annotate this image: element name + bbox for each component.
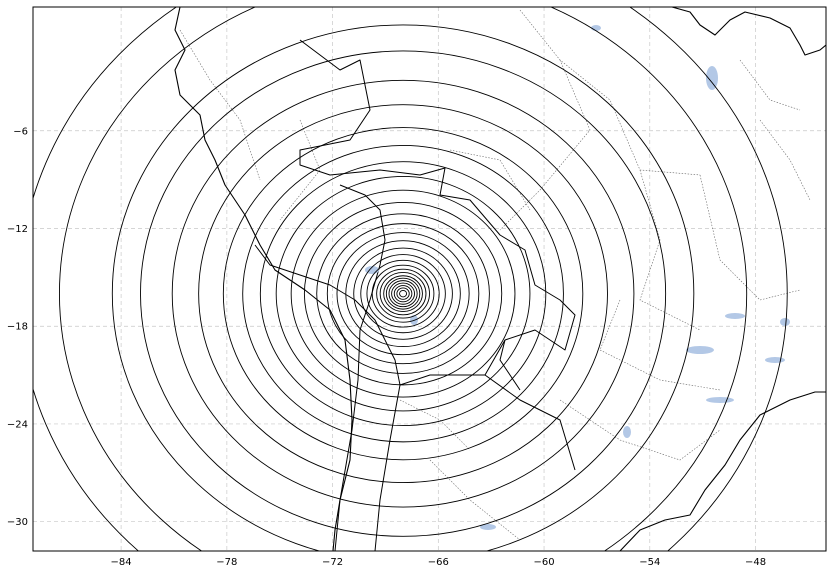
range-ring — [290, 189, 516, 398]
lat-tick-label: −24 — [7, 419, 28, 430]
range-ring — [376, 268, 430, 319]
lon-tick-label: −66 — [428, 557, 449, 568]
axis-ticks: −84 −78 −72 −66 −60 −54 −48 −6 −12 −18 −24 −30 — [7, 126, 766, 568]
lat-tick-label: −18 — [7, 322, 28, 333]
range-ring — [59, 7, 748, 551]
range-ring — [275, 175, 531, 412]
concentric-circles — [33, 7, 788, 551]
lat-tick-label: −6 — [13, 126, 28, 137]
range-ring — [242, 144, 564, 443]
range-ring — [399, 289, 408, 298]
range-ring — [259, 161, 547, 427]
range-ring — [303, 201, 503, 386]
graticule — [33, 7, 826, 551]
range-ring — [222, 127, 584, 461]
map-frame — [32, 6, 827, 552]
range-ring — [371, 264, 435, 323]
range-ring — [326, 223, 480, 365]
range-ring — [388, 280, 418, 308]
national-borders — [254, 39, 576, 551]
lakes — [365, 25, 790, 530]
range-ring — [345, 240, 461, 348]
range-ring — [391, 282, 415, 305]
range-ring — [140, 50, 667, 537]
lon-tick-label: −84 — [111, 557, 132, 568]
range-ring — [336, 232, 470, 356]
admin-boundaries — [179, 9, 811, 541]
lat-tick-label: −12 — [7, 224, 28, 235]
range-ring — [360, 254, 446, 334]
range-ring — [171, 79, 635, 508]
range-ring — [383, 275, 423, 313]
lon-tick-label: −78 — [216, 557, 237, 568]
range-ring — [379, 272, 427, 316]
range-ring — [353, 247, 453, 340]
lon-tick-label: −54 — [639, 557, 660, 568]
range-ring — [396, 287, 410, 300]
range-ring — [366, 259, 440, 328]
range-ring — [316, 213, 490, 374]
lon-tick-label: −60 — [533, 557, 554, 568]
range-ring — [393, 285, 413, 303]
lon-tick-label: −48 — [745, 557, 766, 568]
range-ring — [33, 7, 788, 551]
coastlines — [174, 7, 826, 551]
range-ring — [111, 24, 695, 551]
range-ring — [385, 277, 421, 310]
range-ring — [198, 104, 608, 484]
lon-tick-label: −72 — [322, 557, 343, 568]
lat-tick-label: −30 — [7, 517, 28, 528]
